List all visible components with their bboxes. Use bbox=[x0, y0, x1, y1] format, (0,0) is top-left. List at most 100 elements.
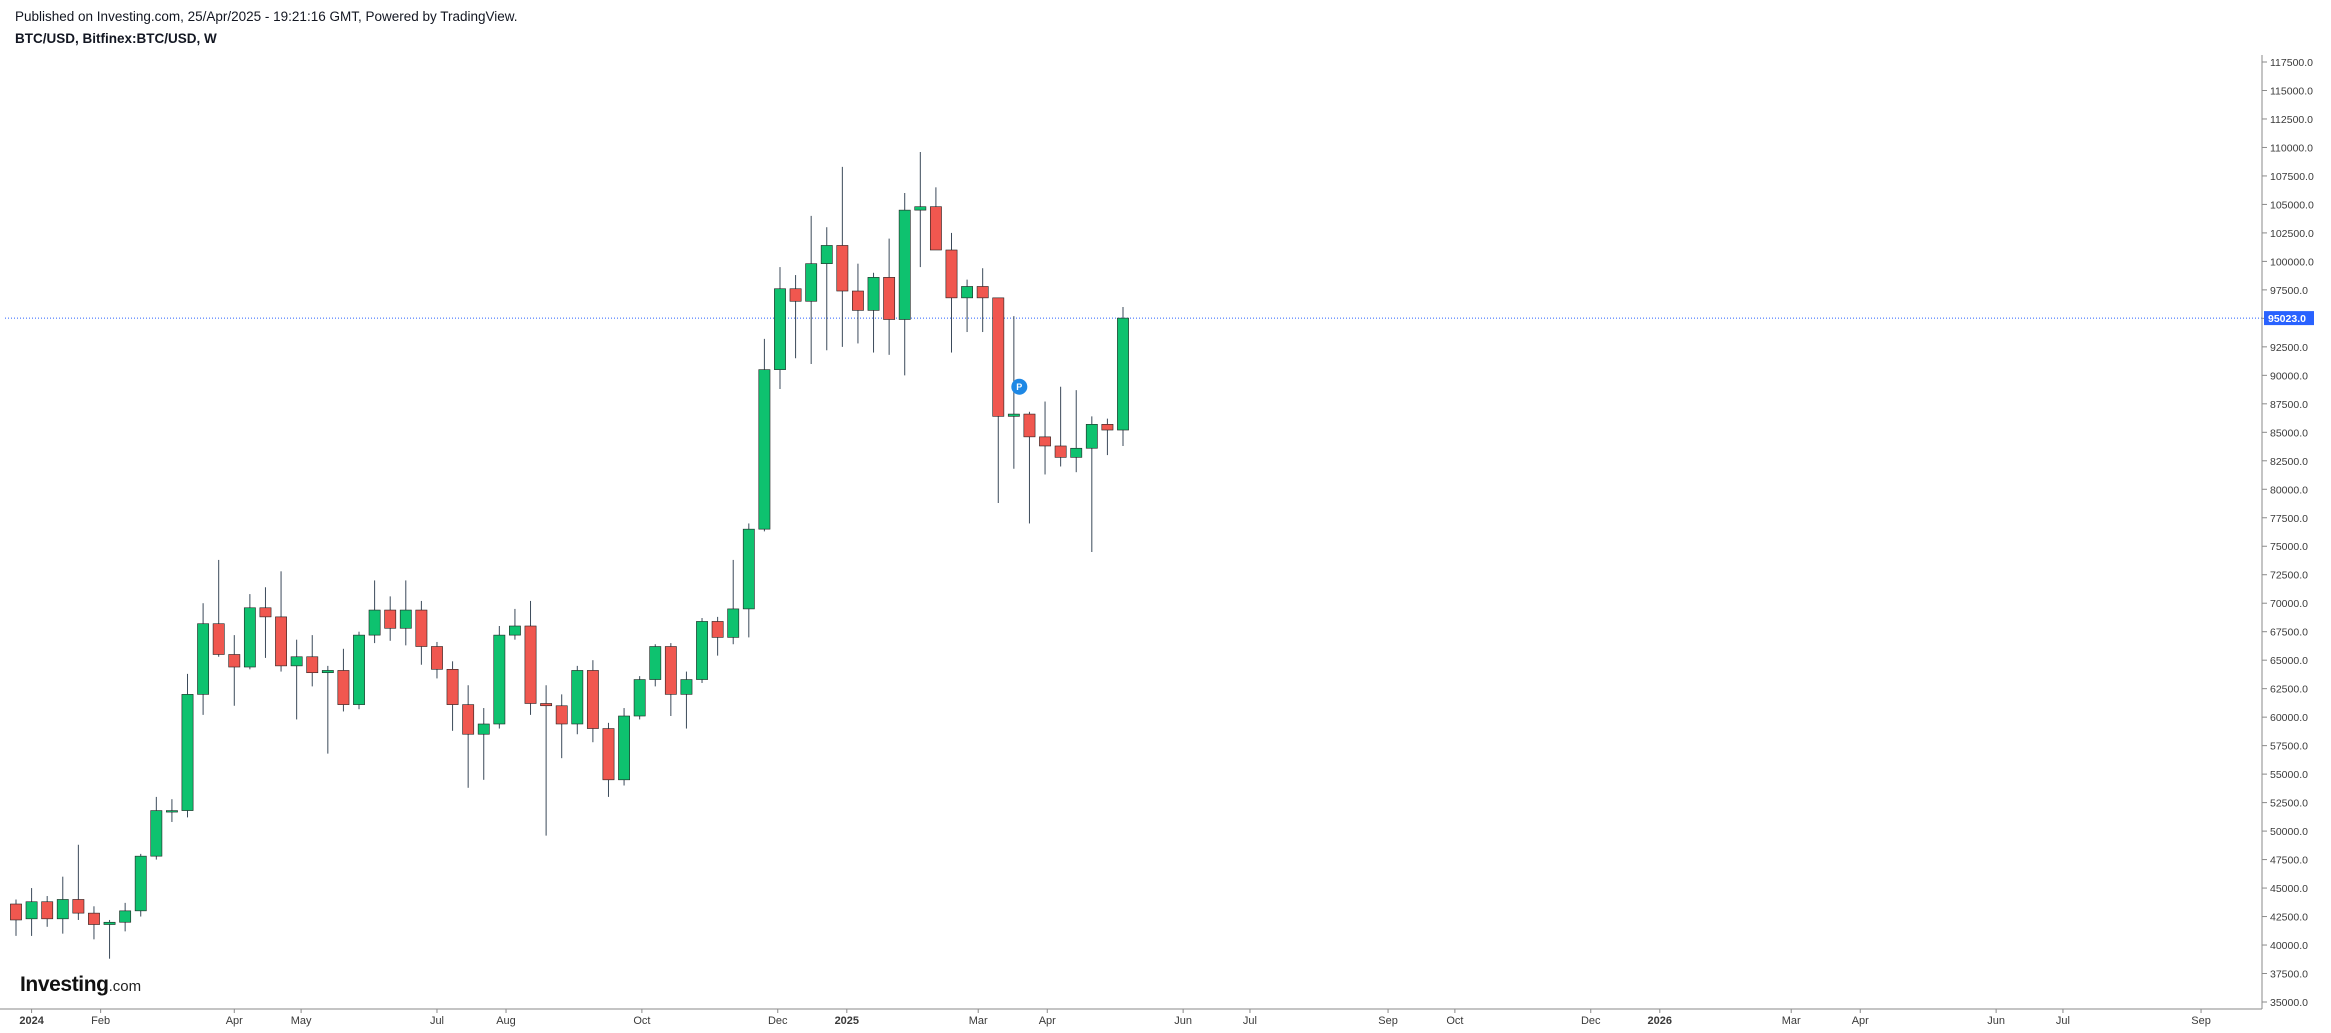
candle bbox=[399, 580, 412, 646]
candle bbox=[415, 600, 428, 665]
candle bbox=[228, 635, 241, 706]
time-tick-label: Feb bbox=[91, 1015, 110, 1027]
candle-body-up bbox=[571, 670, 584, 725]
candle bbox=[789, 275, 802, 359]
candle bbox=[914, 152, 927, 268]
candle bbox=[275, 571, 287, 672]
candle-body-up bbox=[696, 621, 708, 680]
candle-body-down bbox=[462, 704, 475, 735]
candle bbox=[41, 896, 54, 927]
time-tick-label: Oct bbox=[633, 1015, 650, 1027]
candle-body-up bbox=[134, 855, 147, 912]
candle bbox=[976, 268, 989, 333]
price-tick-label: 117500.0 bbox=[2270, 57, 2313, 69]
price-tick-label: 85000.0 bbox=[2270, 427, 2308, 439]
price-axis[interactable]: 35000.0 37500.0 40000.0 42500.0 45000.0 47500… bbox=[2261, 55, 2314, 1009]
candle-body-up bbox=[321, 670, 334, 674]
candle bbox=[555, 694, 568, 759]
candle bbox=[477, 708, 490, 780]
candle-body-down bbox=[431, 646, 443, 670]
logo-suffix: .com bbox=[108, 978, 142, 995]
candle-body-down bbox=[711, 621, 724, 638]
candle-body-up bbox=[166, 810, 178, 813]
candle bbox=[742, 523, 755, 638]
candle-body-down bbox=[540, 703, 553, 707]
candle bbox=[1085, 416, 1098, 552]
price-tick-label: 42500.0 bbox=[2270, 912, 2308, 924]
candle bbox=[197, 603, 210, 715]
candle bbox=[446, 661, 459, 731]
candle bbox=[524, 600, 537, 715]
candle-body-up bbox=[181, 694, 194, 811]
candle bbox=[618, 708, 630, 786]
candle-body-down bbox=[275, 616, 287, 667]
candle-body-up bbox=[680, 679, 693, 695]
time-tick-label: 2024 bbox=[19, 1015, 44, 1027]
time-tick-label: Apr bbox=[226, 1015, 243, 1027]
candle bbox=[664, 643, 677, 717]
candle-body-up bbox=[820, 245, 833, 264]
price-tick-label: 100000.0 bbox=[2270, 256, 2314, 268]
candle-body-up bbox=[649, 646, 662, 680]
candle bbox=[119, 902, 132, 932]
time-tick-label: Dec bbox=[1581, 1015, 1601, 1027]
candle-body-down bbox=[259, 607, 272, 618]
marker-p-icon[interactable]: P bbox=[1011, 378, 1028, 395]
candle-body-down bbox=[929, 206, 942, 251]
time-tick-label: Jul bbox=[2056, 1015, 2070, 1027]
candle-body-down bbox=[415, 609, 428, 647]
candle bbox=[727, 559, 740, 645]
candle-body-up bbox=[961, 286, 973, 299]
candle-body-down bbox=[228, 654, 241, 668]
time-axis[interactable]: 2024 Feb Apr May Jul Aug Oct Dec 2025 Mar Apr Jun Ju… bbox=[0, 1008, 2262, 1027]
price-tick-label: 105000.0 bbox=[2270, 199, 2314, 211]
investing-logo: Investing.com bbox=[20, 973, 141, 997]
candles-layer bbox=[10, 152, 1129, 959]
candle-body-down bbox=[212, 623, 225, 655]
candle-body-down bbox=[1054, 445, 1067, 458]
candle-body-up bbox=[1007, 413, 1020, 417]
candle bbox=[1054, 386, 1067, 467]
candle bbox=[166, 799, 178, 822]
logo-main: Investing bbox=[20, 973, 109, 996]
candle bbox=[586, 660, 599, 743]
candle bbox=[633, 676, 646, 720]
candle-body-down bbox=[10, 903, 22, 921]
candle bbox=[820, 227, 833, 351]
candle bbox=[103, 919, 116, 959]
candle-body-up bbox=[243, 607, 256, 668]
marker-circle bbox=[1011, 378, 1028, 395]
price-tick-label: 102500.0 bbox=[2270, 228, 2314, 240]
candle-body-up bbox=[25, 901, 38, 920]
price-tick-label: 47500.0 bbox=[2270, 855, 2308, 867]
last-price-tag: 95023.0 bbox=[2264, 311, 2314, 326]
candle-body-down bbox=[852, 290, 864, 311]
candle-body-up bbox=[477, 723, 490, 735]
candle bbox=[72, 844, 85, 920]
time-tick-label: Mar bbox=[1782, 1015, 1801, 1027]
candle bbox=[571, 665, 584, 735]
candle-body-up bbox=[493, 634, 506, 725]
candle bbox=[649, 644, 662, 687]
candle bbox=[181, 673, 194, 818]
candle bbox=[1039, 401, 1051, 475]
published-caption: Published on Investing.com, 25/Apr/2025 … bbox=[15, 9, 518, 24]
candle-body-up bbox=[353, 634, 365, 705]
candle-body-down bbox=[836, 245, 849, 292]
price-tick-label: 35000.0 bbox=[2270, 997, 2308, 1009]
candle-body-up bbox=[150, 810, 163, 857]
candle-body-up bbox=[914, 206, 927, 211]
price-tick-label: 80000.0 bbox=[2270, 484, 2308, 496]
candle-body-down bbox=[1101, 424, 1114, 431]
candle bbox=[758, 338, 771, 532]
candle bbox=[1070, 390, 1083, 473]
price-tick-label: 37500.0 bbox=[2270, 969, 2308, 981]
candle-body-down bbox=[555, 705, 568, 725]
candle bbox=[805, 215, 818, 364]
candle-body-up bbox=[727, 608, 740, 638]
candle-body-down bbox=[945, 249, 958, 299]
candle-body-up bbox=[197, 623, 210, 695]
candle bbox=[384, 596, 397, 641]
candle bbox=[88, 906, 100, 940]
